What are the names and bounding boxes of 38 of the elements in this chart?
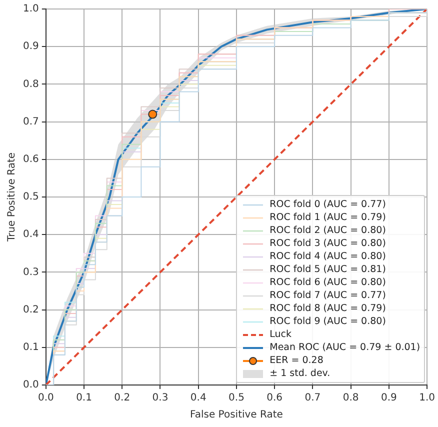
x-tick-label: 0.2 <box>114 392 130 404</box>
legend-label: ROC fold 9 (AUC = 0.80) <box>270 315 386 328</box>
y-tick-label: 0.1 <box>22 342 39 353</box>
legend-label: ROC fold 6 (AUC = 0.80) <box>270 276 386 289</box>
x-tick-label: 1.0 <box>419 392 435 404</box>
x-tick-label: 0.9 <box>380 392 397 404</box>
y-tick-label: 0.5 <box>22 192 39 203</box>
y-tick-label: 0.0 <box>22 380 39 391</box>
x-tick-label: 0.6 <box>266 392 283 404</box>
legend-label: ROC fold 8 (AUC = 0.79) <box>270 302 386 315</box>
x-tick-label: 0.0 <box>38 392 54 404</box>
x-tick-label: 0.5 <box>228 392 244 404</box>
legend-label: ROC fold 5 (AUC = 0.81) <box>270 263 386 276</box>
x-tick-label: 0.4 <box>190 392 206 404</box>
y-tick-label: 0.9 <box>22 41 39 52</box>
y-tick-label: 0.2 <box>22 304 39 316</box>
legend-label: ROC fold 3 (AUC = 0.80) <box>270 237 386 250</box>
x-axis-title: False Positive Rate <box>190 410 283 421</box>
annotation: ± 1 std. dev. <box>270 367 330 380</box>
x-tick-label: 0.1 <box>76 392 92 404</box>
y-tick-label: 0.7 <box>22 116 39 128</box>
legend-label: EER = 0.28 <box>270 354 324 367</box>
legend-label: Luck <box>270 328 292 341</box>
y-tick-label: 1.0 <box>22 4 39 15</box>
legend-label: ROC fold 4 (AUC = 0.80) <box>270 250 386 263</box>
y-tick-label: 0.3 <box>22 266 39 278</box>
x-tick-label: 0.3 <box>152 392 168 404</box>
y-tick-label: 0.4 <box>22 229 39 240</box>
y-tick-label: 0.8 <box>22 78 39 90</box>
legend-label: ROC fold 0 (AUC = 0.77) <box>270 198 386 211</box>
legend-label: ROC fold 1 (AUC = 0.79) <box>270 211 386 224</box>
y-axis-title: True Positive Rate <box>6 152 18 243</box>
legend-label: ROC fold 2 (AUC = 0.80) <box>270 224 386 237</box>
legend-label: Mean ROC (AUC = 0.79 ± 0.01) <box>270 341 420 354</box>
x-tick-label: 0.8 <box>342 392 359 404</box>
legend-label: ROC fold 7 (AUC = 0.77) <box>270 289 386 302</box>
y-tick-label: 0.6 <box>22 154 39 165</box>
x-tick-label: 0.7 <box>304 392 321 404</box>
